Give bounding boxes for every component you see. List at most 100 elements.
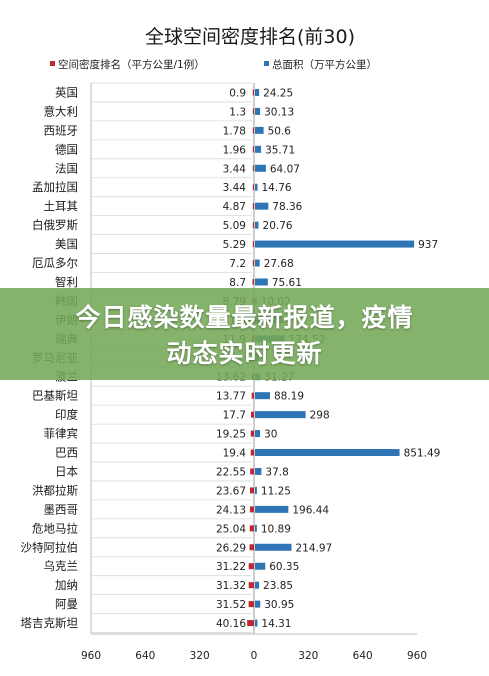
area-bar (255, 430, 261, 438)
area-bar (255, 202, 269, 210)
density-bar (250, 430, 254, 437)
category-label: 沙特阿拉伯 (21, 540, 79, 554)
density-value-label: 5.29 (223, 239, 246, 251)
density-bar (252, 89, 254, 96)
area-value-label: 937 (418, 239, 438, 251)
density-bar (249, 506, 254, 513)
area-value-label: 11.25 (261, 485, 291, 497)
density-bar (250, 411, 254, 418)
density-value-label: 4.87 (223, 201, 246, 213)
area-value-label: 214.97 (296, 542, 333, 554)
area-value-label: 60.35 (269, 561, 299, 573)
legend-density-label: 空间密度排名（平方公里/1例） (58, 58, 205, 71)
category-label: 巴西 (55, 446, 78, 460)
density-bar (247, 620, 254, 627)
category-label: 德国 (55, 142, 78, 156)
legend-area-swatch (264, 61, 269, 66)
area-value-label: 75.61 (272, 277, 302, 289)
density-bar (252, 203, 254, 210)
area-bar (255, 619, 258, 627)
density-value-label: 26.29 (216, 542, 246, 554)
density-value-label: 40.16 (216, 618, 246, 630)
category-label: 英国 (55, 85, 78, 99)
area-value-label: 78.36 (272, 201, 302, 213)
category-label: 巴基斯坦 (32, 389, 78, 403)
category-label: 孟加拉国 (32, 180, 78, 194)
area-bar (255, 505, 289, 513)
category-label: 意大利 (44, 104, 79, 118)
area-value-label: 24.25 (263, 87, 293, 99)
area-value-label: 35.71 (265, 144, 295, 156)
x-tick-label: 640 (135, 650, 155, 662)
density-bar (248, 601, 254, 608)
category-label: 土耳其 (44, 199, 79, 213)
area-bar (255, 259, 260, 267)
density-bar (252, 260, 254, 267)
density-value-label: 1.78 (223, 125, 246, 137)
x-tick-label: 320 (298, 650, 318, 662)
area-bar (255, 467, 262, 475)
density-value-label: 0.9 (229, 87, 246, 99)
density-value-label: 22.55 (216, 466, 246, 478)
news-banner-text[interactable]: 今日感染数量最新报道，疫情 动态实时更新 (0, 300, 489, 372)
density-value-label: 19.4 (223, 448, 247, 460)
area-bar (255, 164, 266, 172)
density-value-label: 3.44 (223, 182, 247, 194)
x-axis-ticks: 960 640 320 0 320 640 960 (81, 650, 427, 662)
x-tick-label: 0 (251, 650, 258, 662)
area-bar (255, 107, 261, 115)
density-bar (250, 468, 254, 475)
area-value-label: 10.89 (261, 523, 291, 535)
area-bar (255, 240, 415, 248)
area-bar (255, 411, 306, 419)
area-value-label: 88.19 (274, 391, 304, 403)
area-value-label: 30.95 (264, 599, 294, 611)
legend-area-label: 总面积（万平方公里） (272, 58, 377, 71)
density-bar (252, 222, 254, 229)
area-value-label: 20.76 (263, 220, 293, 232)
density-value-label: 5.09 (223, 220, 246, 232)
density-value-label: 7.2 (229, 258, 246, 270)
area-value-label: 50.6 (268, 125, 292, 137)
area-value-label: 23.85 (263, 580, 293, 592)
area-value-label: 64.07 (270, 163, 300, 175)
density-bar (252, 146, 254, 153)
area-value-label: 851.49 (404, 448, 441, 460)
category-label: 阿曼 (55, 597, 78, 611)
density-value-label: 17.7 (223, 410, 246, 422)
category-label: 日本 (55, 464, 78, 478)
area-value-label: 37.8 (265, 466, 288, 478)
area-bar (255, 581, 260, 589)
legend: 空间密度排名（平方公里/1例） 总面积（万平方公里） (50, 58, 377, 71)
category-label: 西班牙 (44, 123, 79, 137)
category-label: 危地马拉 (32, 521, 78, 535)
area-bar (255, 221, 259, 229)
category-label: 加纳 (55, 578, 78, 592)
density-value-label: 24.13 (216, 504, 246, 516)
category-label: 塔吉克斯坦 (21, 616, 79, 630)
density-bar (251, 392, 254, 399)
density-value-label: 25.04 (216, 523, 246, 535)
news-banner[interactable] (0, 288, 489, 380)
x-tick-label: 960 (407, 650, 427, 662)
category-label: 墨西哥 (44, 502, 79, 516)
chart-title: 全球空间密度排名(前30) (145, 26, 355, 48)
density-value-label: 19.25 (216, 429, 246, 441)
density-bar (252, 165, 254, 172)
category-label: 乌克兰 (44, 559, 79, 573)
density-bar (252, 108, 254, 115)
density-value-label: 1.96 (223, 144, 247, 156)
area-bar (255, 183, 258, 191)
area-bar (255, 126, 264, 134)
x-tick-label: 640 (353, 650, 373, 662)
density-value-label: 31.22 (216, 561, 246, 573)
legend-density-swatch (50, 61, 55, 66)
density-bar (249, 544, 254, 551)
category-label: 智利 (55, 275, 78, 289)
area-bar (255, 543, 292, 551)
area-value-label: 14.76 (262, 182, 292, 194)
news-banner-line-2: 动态实时更新 (166, 339, 323, 368)
area-bar (255, 88, 260, 96)
density-bar (252, 184, 254, 191)
